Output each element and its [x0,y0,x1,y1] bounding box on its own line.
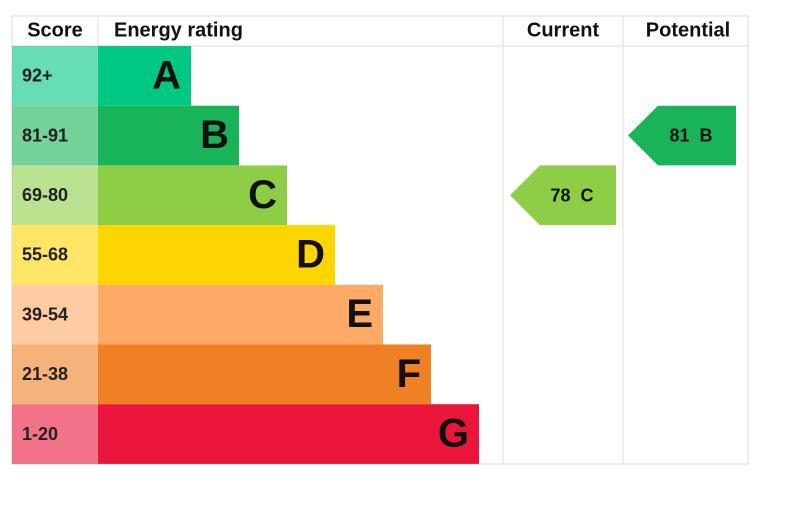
rating-bar [98,165,287,226]
header: Potential [646,19,730,41]
header: Score [27,19,83,41]
rating-bar [98,404,479,464]
score-label: 39-54 [22,304,68,324]
header: Current [527,19,600,41]
rating-letter: A [152,53,181,97]
score-cell [12,284,98,345]
score-label: 1-20 [22,424,58,444]
score-cell [12,344,98,405]
score-cell [12,46,98,106]
rating-bar [98,344,431,405]
score-label: 81-91 [22,125,68,145]
score-cell [12,105,98,166]
current-letter: C [581,185,594,205]
rating-letter: E [346,292,373,336]
current-value: 78 [550,185,570,205]
rating-letter: C [248,173,277,217]
potential-label: 81 B [669,125,712,145]
rating-bar [98,46,191,106]
rating-bar [98,105,239,166]
current-arrow [510,165,616,226]
rating-letter: B [200,113,229,157]
score-label: 21-38 [22,364,68,384]
score-cell [12,404,98,464]
score-label: 55-68 [22,245,68,265]
rating-letter: D [296,233,325,277]
score-label: 92+ [22,66,53,86]
score-cell [12,165,98,226]
rating-bar [98,225,335,285]
potential-arrow [628,105,736,166]
potential-letter: B [700,125,713,145]
rating-letter: G [438,412,469,456]
rating-letter: F [397,352,421,396]
current-label: 78 C [550,185,593,205]
score-cell [12,225,98,285]
header: Energy rating [114,19,243,41]
rating-bar [98,284,383,345]
score-label: 69-80 [22,185,68,205]
potential-value: 81 [669,125,689,145]
